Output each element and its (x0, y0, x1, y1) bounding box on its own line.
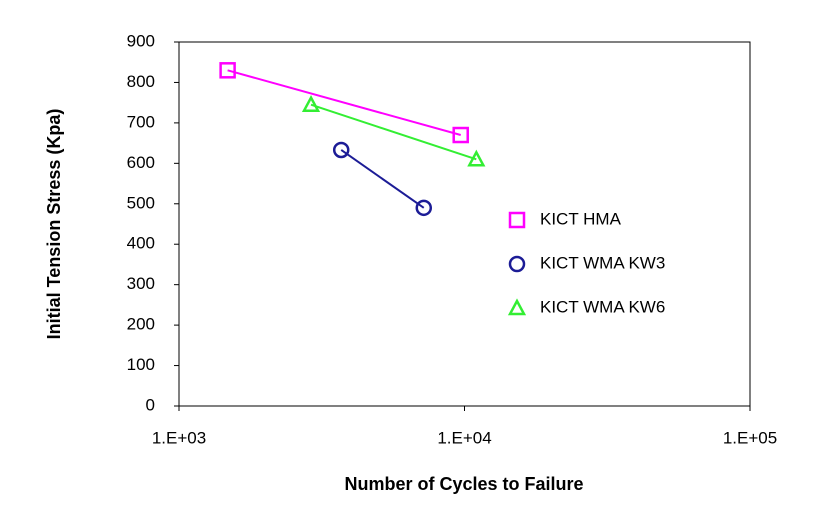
y-tick-label: 700 (127, 112, 155, 131)
data-point (219, 62, 236, 79)
data-point (452, 126, 469, 144)
y-tick-label: 900 (127, 31, 155, 50)
legend-label: KICT HMA (540, 209, 622, 228)
y-axis-title: Initial Tension Stress (Kpa) (44, 109, 64, 340)
x-tick-label: 1.E+03 (152, 428, 206, 447)
x-tick-label: 1.E+05 (723, 428, 777, 447)
series-line (310, 103, 477, 161)
data-point (301, 95, 321, 112)
x-tick-label: 1.E+04 (437, 428, 491, 447)
y-tick-label: 500 (127, 193, 155, 212)
data-point (332, 141, 350, 159)
data-point (467, 149, 486, 167)
legend-label: KICT WMA KW3 (540, 253, 665, 272)
y-tick-label: 400 (127, 234, 155, 253)
y-tick-label: 600 (127, 153, 155, 172)
plot-frame (178, 41, 751, 407)
legend-marker (507, 298, 527, 316)
legend-marker (508, 211, 526, 229)
y-tick-label: 200 (127, 315, 155, 334)
legend-marker (508, 255, 526, 273)
data-point (415, 199, 433, 217)
series-line (340, 149, 425, 209)
y-tick-label: 800 (127, 72, 155, 91)
y-tick-label: 100 (127, 355, 155, 374)
x-axis-title: Number of Cycles to Failure (344, 474, 583, 494)
series-line (227, 69, 461, 136)
y-tick-label: 0 (146, 395, 155, 414)
y-tick-label: 300 (127, 274, 155, 293)
legend-label: KICT WMA KW6 (540, 297, 665, 316)
